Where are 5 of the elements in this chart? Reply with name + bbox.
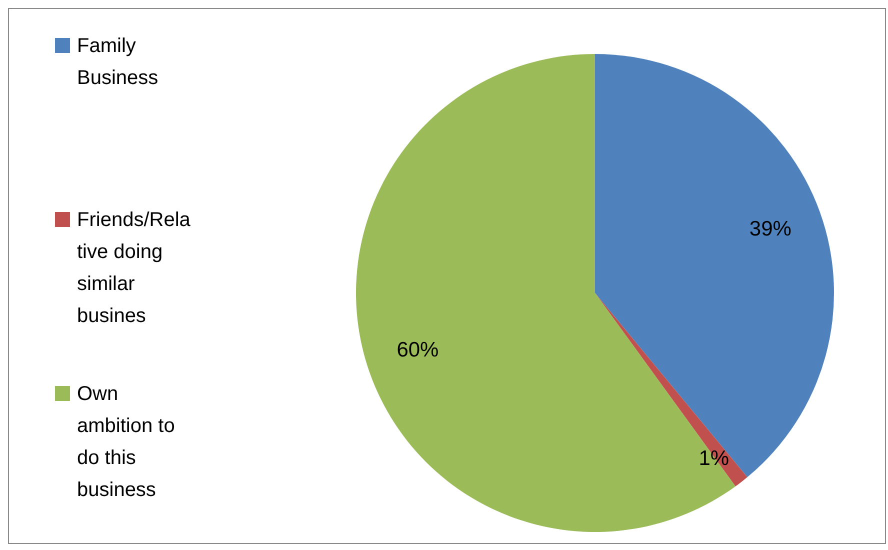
data-label: 60% (396, 338, 439, 362)
data-label: 39% (749, 218, 792, 241)
legend-label: Own ambition to do this business (76, 382, 176, 503)
legend-label: Friends/Relative doing similar busines (76, 208, 192, 329)
legend-label: Family Business (76, 34, 160, 91)
